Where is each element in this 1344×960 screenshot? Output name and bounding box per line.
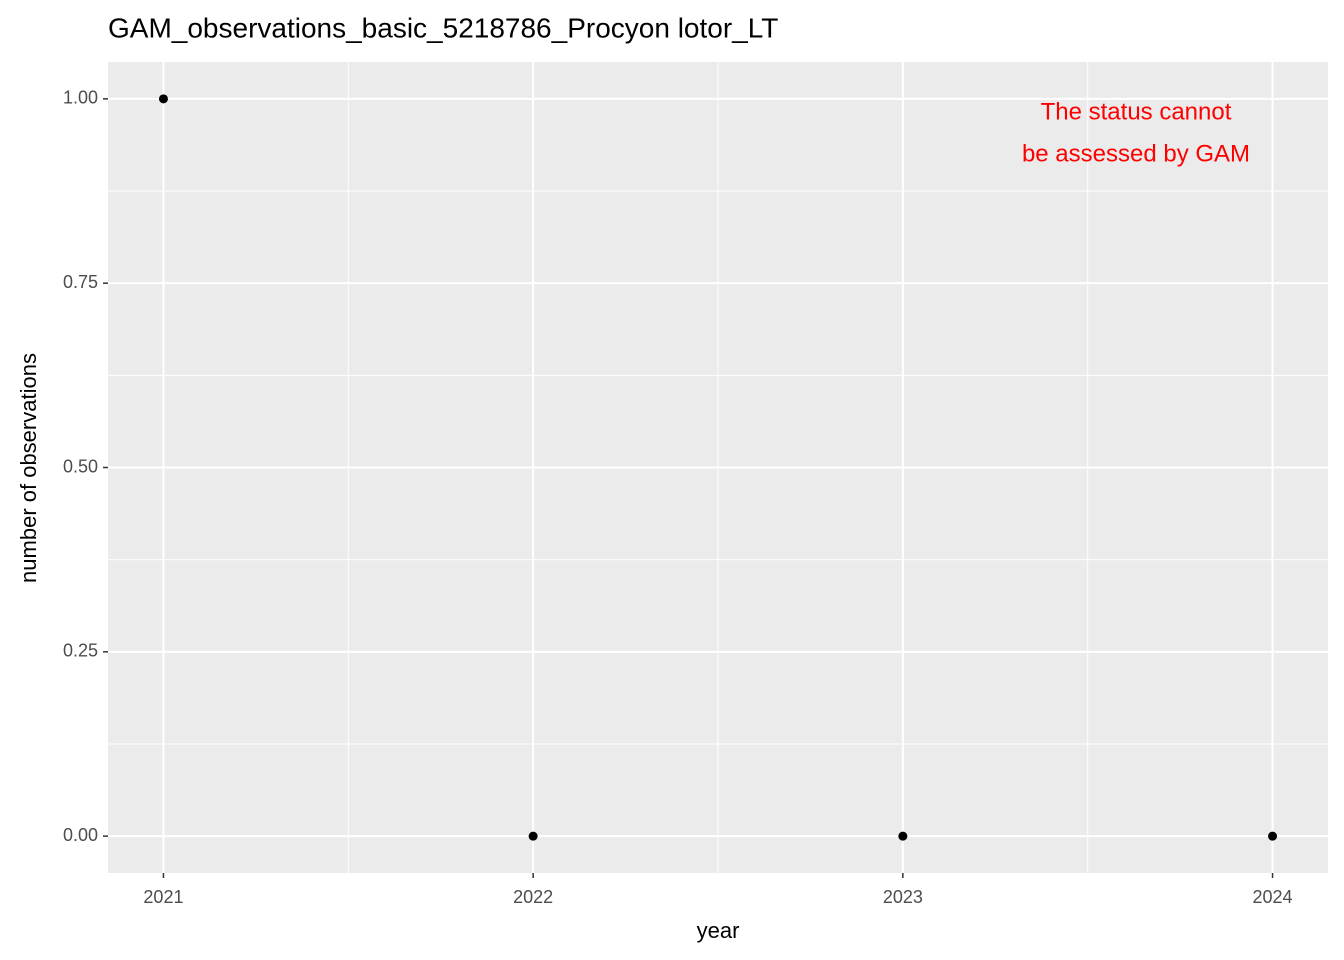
y-tick-label: 0.75	[63, 272, 98, 292]
annotation: The status cannot	[1041, 98, 1232, 125]
y-tick-label: 0.25	[63, 641, 98, 661]
point	[158, 94, 168, 104]
x-axis-title: year	[697, 918, 740, 943]
y-tick-label: 0.00	[63, 825, 98, 845]
point	[898, 831, 908, 841]
marks	[158, 94, 1278, 841]
y-tick-label: 0.50	[63, 456, 98, 476]
chart-title: GAM_observations_basic_5218786_Procyon l…	[108, 12, 778, 43]
point	[1268, 831, 1278, 841]
point	[528, 831, 538, 841]
annotation: be assessed by GAM	[1022, 140, 1250, 167]
y-axis-title: number of observations	[16, 353, 41, 583]
y-tick-label: 1.00	[63, 88, 98, 108]
x-tick-label: 2024	[1253, 887, 1293, 907]
grid	[103, 62, 1328, 878]
x-tick-label: 2021	[143, 887, 183, 907]
x-tick-label: 2022	[513, 887, 553, 907]
x-tick-label: 2023	[883, 887, 923, 907]
